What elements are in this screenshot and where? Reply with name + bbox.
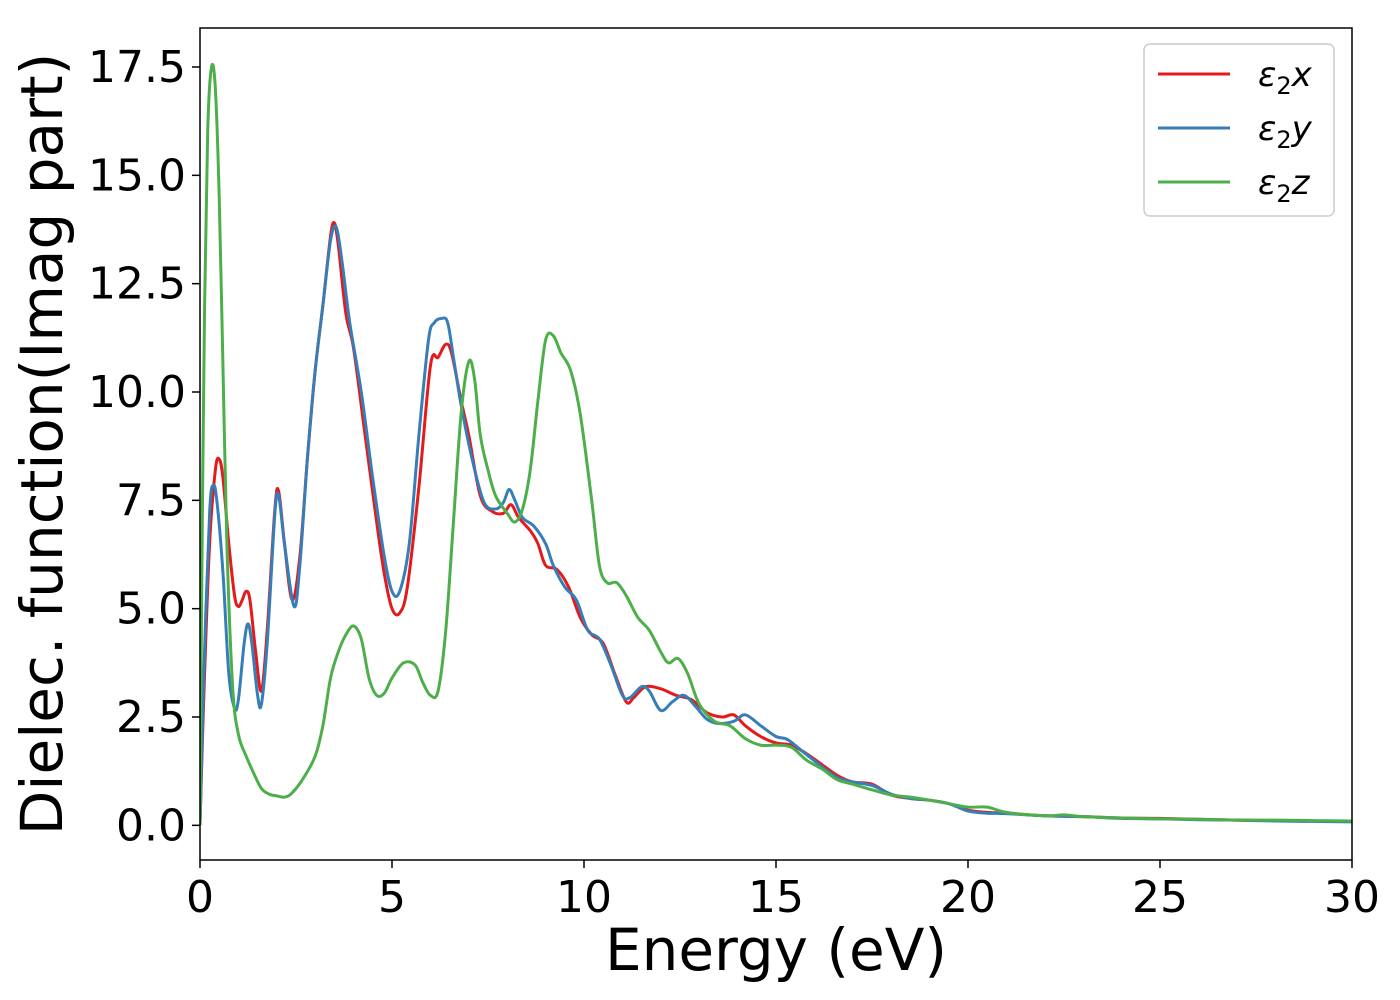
legend-label-y: ε2y xyxy=(1258,109,1313,154)
series-line-y xyxy=(200,224,1352,826)
x-axis: 0 5 10 15 20 25 30 xyxy=(186,860,1380,923)
x-tick-label: 30 xyxy=(1324,872,1380,923)
y-tick-label: 0.0 xyxy=(116,800,186,851)
legend: ε2x ε2y ε2z xyxy=(1143,43,1335,217)
x-tick-label: 25 xyxy=(1132,872,1188,923)
legend-frame xyxy=(1143,43,1335,217)
x-tick-label: 20 xyxy=(940,872,996,923)
y-tick-label: 5.0 xyxy=(116,584,186,635)
y-tick-label: 15.0 xyxy=(88,150,186,201)
y-tick-label: 12.5 xyxy=(88,259,186,310)
x-tick-label: 0 xyxy=(186,872,214,923)
x-tick-label: 10 xyxy=(556,872,612,923)
y-axis: 0.0 2.5 5.0 7.5 10.0 12.5 15.0 17.5 xyxy=(88,42,200,851)
y-tick-label: 17.5 xyxy=(88,42,186,93)
y-axis-label: Dielec. function(Imag part) xyxy=(8,53,76,836)
legend-label-z: ε2z xyxy=(1258,163,1311,208)
y-tick-label: 2.5 xyxy=(116,692,186,743)
x-tick-label: 15 xyxy=(748,872,804,923)
legend-label-x: ε2x xyxy=(1258,55,1313,100)
series-line-z xyxy=(200,62,1352,826)
y-tick-label: 7.5 xyxy=(116,475,186,526)
x-axis-label: Energy (eV) xyxy=(605,916,947,984)
x-tick-label: 5 xyxy=(378,872,406,923)
series-layer xyxy=(200,62,1352,826)
y-tick-label: 10.0 xyxy=(88,367,186,418)
